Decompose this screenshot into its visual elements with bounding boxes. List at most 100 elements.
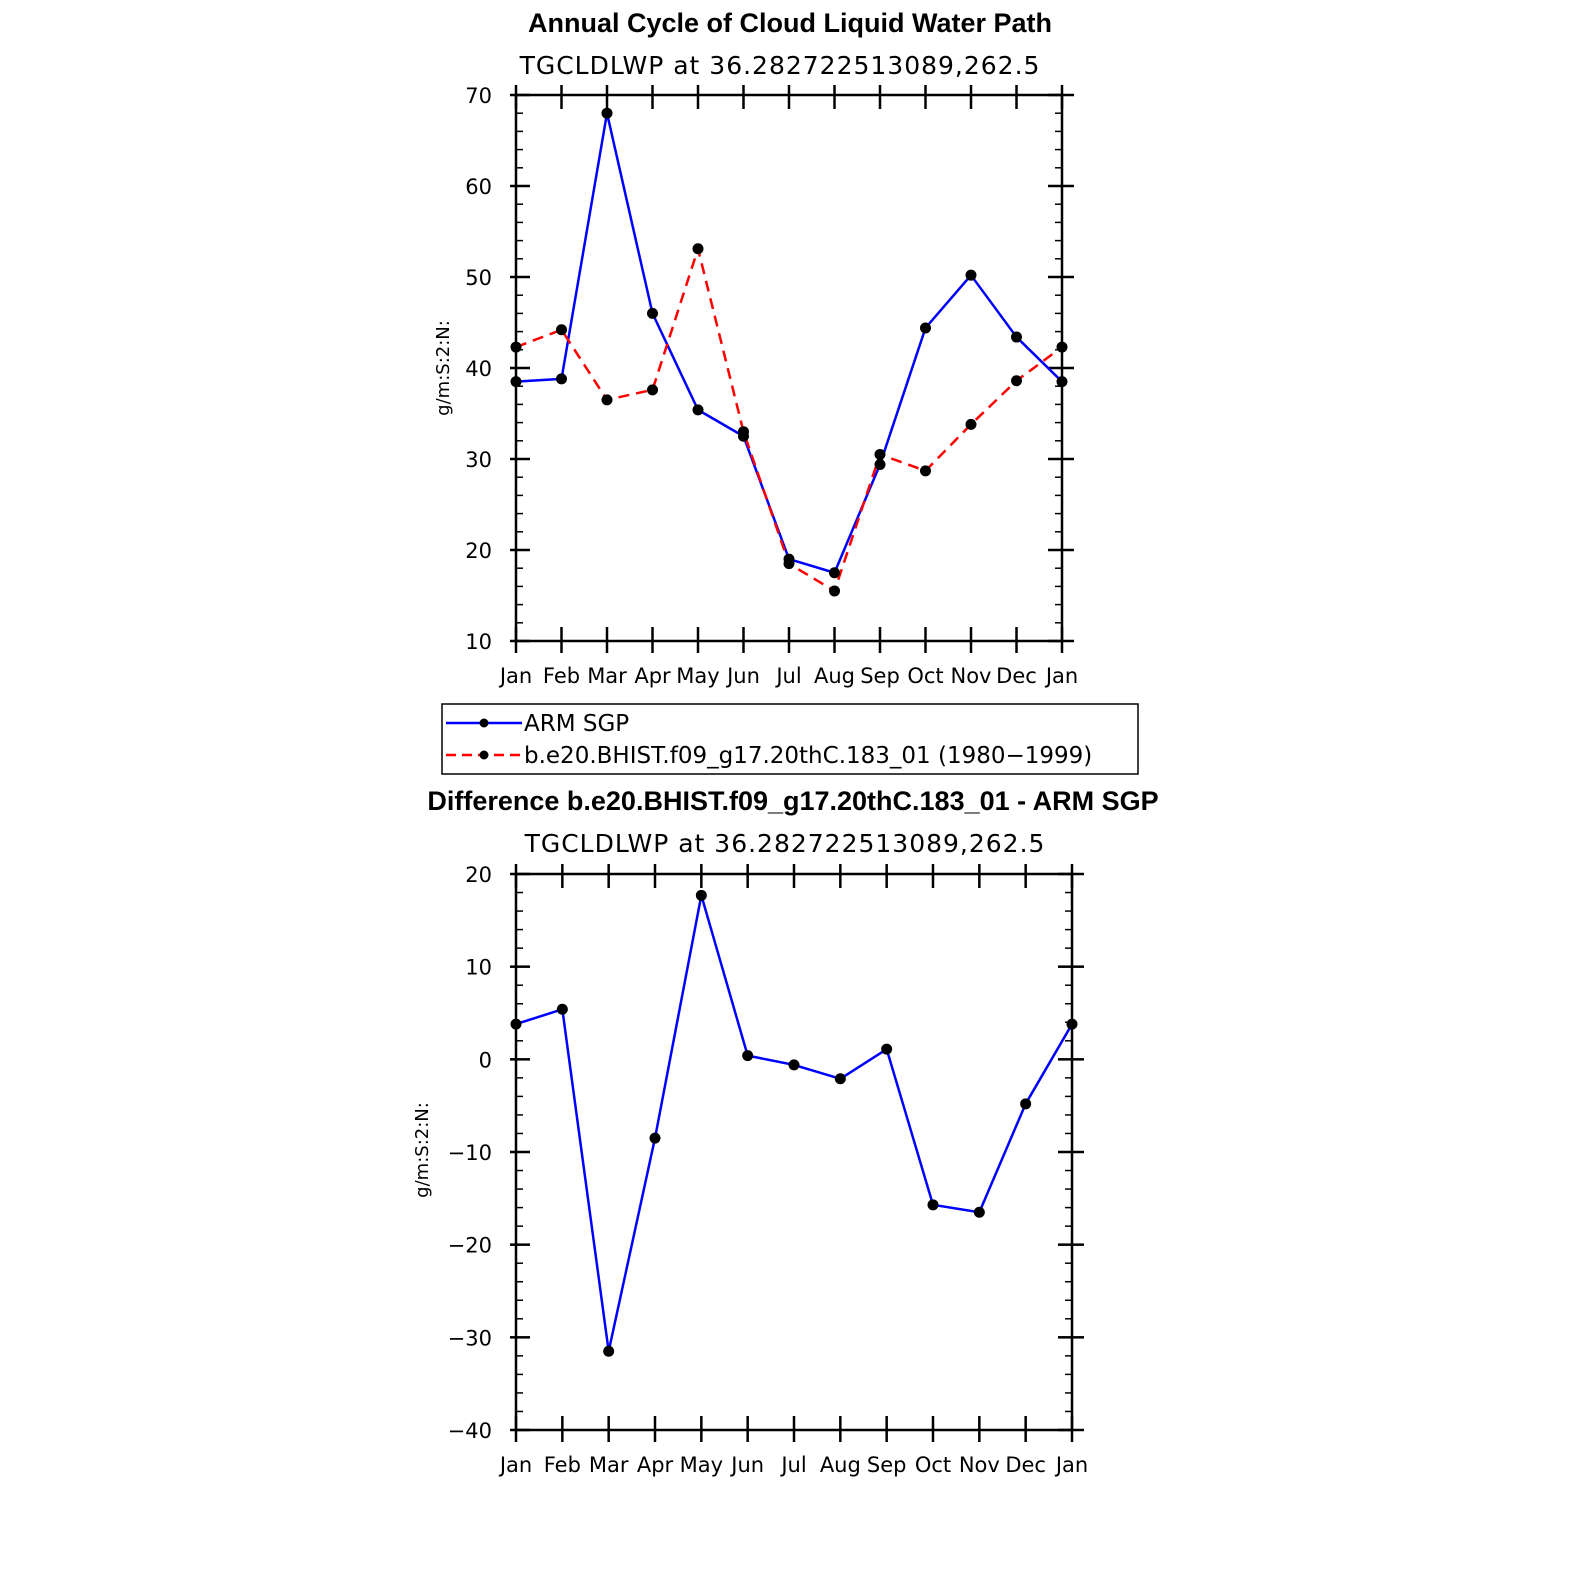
chart1-series-1-point (738, 426, 749, 438)
chart2-xtick-label: May (680, 1453, 723, 1477)
chart1-axes: 10 20 30 40 50 60 70 Jan Feb Mar Apr May Jun Jul Aug Se… (465, 84, 1078, 688)
chart1-series-1-point (510, 341, 522, 353)
chart1-series-0-point (510, 376, 522, 388)
chart2-series-0-point (973, 1206, 985, 1218)
chart1-xtick-label: Sep (860, 664, 900, 688)
chart1-xtick-label: Aug (814, 664, 855, 688)
chart1-series-1-point (920, 465, 931, 477)
chart1-ytick-label: 60 (465, 175, 492, 199)
chart1-ytick-label: 20 (465, 539, 492, 563)
chart1-series-1-point (556, 324, 567, 336)
chart1-series-0-point (920, 322, 931, 334)
chart2-xtick-label: Mar (589, 1453, 629, 1477)
chart1-xtick-label: Dec (996, 664, 1037, 688)
chart2-plot-frame (514, 872, 1074, 1432)
chart1-xtick-label: Jul (774, 664, 801, 688)
chart2-ytick-label: −10 (448, 1141, 492, 1165)
chart2-ylabel: g/m:S:2:N: (412, 1102, 433, 1198)
chart1-series-1-point (1056, 341, 1068, 353)
chart1-series-1-point (874, 448, 886, 460)
chart2-series-0-point (927, 1199, 939, 1211)
chart2-axes: −40 −30 −20 −10 0 10 20 Jan Feb Mar Apr May Jun Jul Au… (448, 863, 1089, 1477)
chart1-xtick-label: Feb (543, 664, 580, 688)
chart1-series-0-point (692, 404, 704, 416)
chart1-xtick-label: Oct (907, 664, 943, 688)
chart1-xtick-label: Jan (498, 664, 532, 688)
chart2-ytick-label: −40 (448, 1419, 492, 1443)
chart2-series-0-point (834, 1073, 846, 1085)
chart2-series-0-point (556, 1003, 568, 1015)
chart1-series-0-point (1056, 376, 1068, 388)
chart1-series-1-point (601, 394, 613, 406)
chart2-series-line-0 (515, 894, 1074, 1353)
chart1-series (510, 107, 1068, 597)
chart1-xtick-label: May (676, 664, 719, 688)
chart1-series-1-point (1011, 375, 1022, 387)
chart1-series-line-0 (515, 111, 1063, 574)
chart2-ytick-label: 0 (479, 1048, 492, 1072)
chart2-series-0-point (649, 1132, 661, 1144)
chart2-ytick-label: −30 (448, 1326, 492, 1350)
legend-arm-label: ARM SGP (524, 711, 629, 737)
chart2-xtick-label: Jan (498, 1453, 532, 1477)
chart1-xtick-label: Mar (587, 664, 627, 688)
chart2-series-0-point (695, 889, 707, 901)
chart1-xtick-label: Jun (725, 664, 760, 688)
chart1-series-0-point (874, 458, 886, 470)
chart1-ytick-label: 70 (465, 84, 492, 108)
chart1-series-0-point (1011, 331, 1022, 343)
chart1-series-line-1 (515, 247, 1063, 593)
chart2-series-0-point (603, 1345, 615, 1357)
chart2-xtick-label: Dec (1005, 1453, 1046, 1477)
chart2-ytick-label: −20 (448, 1234, 492, 1258)
chart2-series-0-point (788, 1059, 800, 1071)
chart2-xtick-label: Feb (544, 1453, 581, 1477)
chart1-series-0-point (601, 107, 613, 119)
chart1-series-1-point (965, 418, 977, 430)
chart2-xtick-label: Jul (779, 1453, 806, 1477)
chart1-title: Annual Cycle of Cloud Liquid Water Path (528, 8, 1052, 38)
chart1-series-1-point (692, 243, 704, 255)
chart1-series-1-point (829, 585, 840, 597)
chart1-series-0-point (829, 567, 840, 579)
chart1-series-0-point (647, 307, 658, 319)
chart1-xtick-label: Nov (951, 664, 992, 688)
chart2-xtick-label: Nov (959, 1453, 1000, 1477)
chart1-ytick-label: 40 (465, 357, 492, 381)
chart2-ytick-label: 20 (465, 863, 492, 887)
chart1-ytick-label: 50 (465, 266, 492, 290)
chart1-series-1-point (647, 384, 658, 396)
legend-model-label: b.e20.BHIST.f09_g17.20thC.183_01 (1980−1… (524, 743, 1092, 769)
chart2-subtitle: TGCLDLWP at 36.282722513089,262.5 (524, 829, 1046, 858)
chart1-xtick-label: Apr (634, 664, 671, 688)
annual-cycle-chart: Annual Cycle of Cloud Liquid Water Path … (433, 8, 1139, 775)
chart1-ytick-label: 30 (465, 448, 492, 472)
chart2-xtick-label: Apr (637, 1453, 674, 1477)
chart2-ytick-label: 10 (465, 956, 492, 980)
chart2-series-0-point (742, 1050, 754, 1062)
chart2-series (510, 889, 1078, 1357)
legend-model-marker (479, 750, 489, 760)
chart1-subtitle: TGCLDLWP at 36.282722513089,262.5 (519, 51, 1041, 80)
chart2-xtick-label: Jan (1054, 1453, 1088, 1477)
chart2-xtick-label: Sep (867, 1453, 907, 1477)
chart2-series-0-point (1066, 1018, 1078, 1030)
legend-arm-marker (479, 718, 489, 728)
legend: ARM SGP b.e20.BHIST.f09_g17.20thC.183_01… (441, 703, 1139, 775)
chart1-xtick-label: Jan (1044, 664, 1078, 688)
chart1-ytick-label: 10 (465, 630, 492, 654)
chart1-series-0-point (965, 269, 977, 281)
chart2-title: Difference b.e20.BHIST.f09_g17.20thC.183… (427, 786, 1158, 816)
chart2-series-0-point (510, 1018, 522, 1030)
chart2-series-0-point (1020, 1098, 1032, 1110)
chart2-xtick-label: Jun (729, 1453, 764, 1477)
chart1-series-0-point (556, 373, 567, 385)
chart2-series-0-point (881, 1043, 893, 1055)
difference-chart: Difference b.e20.BHIST.f09_g17.20thC.183… (412, 786, 1159, 1477)
chart2-xtick-label: Aug (820, 1453, 861, 1477)
chart1-series-1-point (783, 558, 795, 570)
chart1-ylabel: g/m:S:2:N: (433, 320, 454, 416)
legend-box (441, 703, 1139, 775)
chart2-xtick-label: Oct (915, 1453, 951, 1477)
